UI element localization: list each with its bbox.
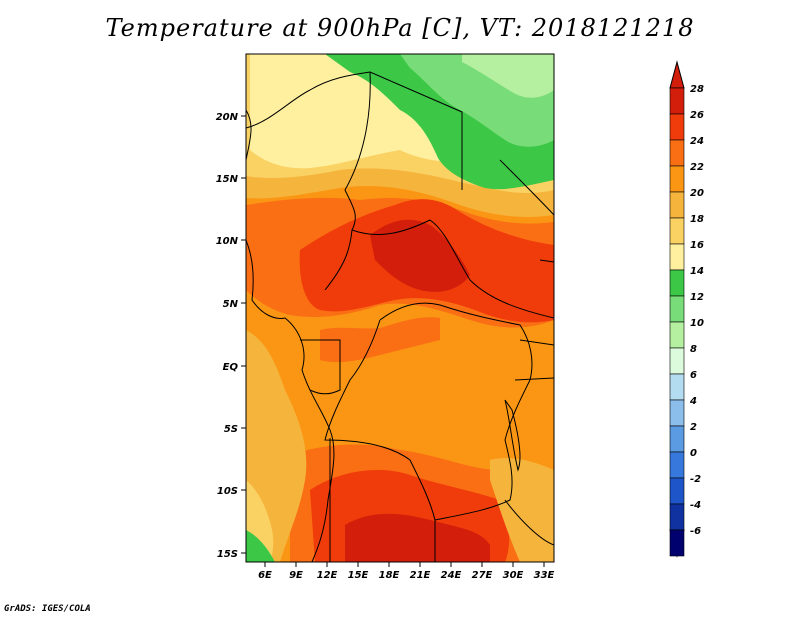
colorbar-label: 10 [690, 318, 704, 329]
field-veryhot-band [370, 219, 470, 292]
field-palegreen [462, 54, 554, 98]
border-drc-north [379, 302, 533, 381]
colorbar-swatch [669, 139, 685, 167]
lon-label-24e: 24E [441, 570, 462, 581]
colorbar-swatch [669, 425, 685, 453]
border-drc-east [434, 379, 531, 521]
lat-label-15n: 15N [216, 174, 239, 185]
lat-label-10n: 10N [216, 236, 239, 247]
colorbar-swatch [669, 529, 685, 557]
border-chad [324, 71, 371, 291]
colorbar-swatch [669, 295, 685, 323]
credit-text: GrADS: IGES/COLA [4, 604, 91, 614]
colorbar-swatch [669, 451, 685, 479]
lat-label-10s: 10S [217, 486, 238, 497]
lat-label-eq: EQ [223, 362, 239, 373]
lon-label-27e: 27E [472, 570, 493, 581]
colorbar-label: -2 [690, 474, 701, 485]
border-car [351, 219, 554, 319]
colorbar-label: 28 [690, 84, 704, 95]
colorbar-label: 26 [690, 110, 704, 121]
colorbar-swatch [669, 165, 685, 193]
border-sahel [246, 71, 463, 190]
colorbar-label: 14 [690, 266, 704, 277]
map-frame [245, 53, 555, 563]
lat-label-20n: 20N [216, 112, 239, 123]
map-title: Temperature at 900hPa [C], VT: 201812121… [105, 14, 695, 42]
lat-label-15s: 15S [217, 549, 238, 560]
lon-label-12e: 12E [317, 570, 338, 581]
colorbar-swatch [669, 477, 685, 505]
field-se-cool [490, 458, 554, 562]
colorbar-swatch [669, 503, 685, 531]
border-gabon [300, 339, 341, 395]
lon-label-9e: 9E [289, 570, 303, 581]
colorbar-label: -6 [690, 526, 701, 537]
colorbar-swatch [669, 373, 685, 401]
field-central-warm [320, 317, 440, 363]
colorbar-swatch [669, 113, 685, 141]
colorbar-label: 16 [690, 240, 704, 251]
lon-label-6e: 6E [258, 570, 272, 581]
border-west-coast [246, 109, 335, 562]
lon-label-30e: 30E [503, 570, 524, 581]
border-south [329, 438, 554, 562]
lat-label-5n: 5N [223, 299, 239, 310]
lat-label-5s: 5S [224, 424, 238, 435]
colorbar-swatch [669, 399, 685, 427]
colorbar-label: 22 [690, 162, 704, 173]
colorbar-top-arrow [669, 60, 685, 89]
colorbar-label: 2 [690, 422, 697, 433]
lat-axis: 20N 15N 10N 5N EQ 5S 10S 15S [216, 112, 246, 560]
colorbar-swatch [669, 243, 685, 271]
lake-tanganyika [504, 399, 521, 472]
colorbar-label: 0 [690, 448, 697, 459]
border-east [499, 159, 554, 381]
field-south-veryhot [345, 513, 490, 562]
colorbar-swatches [669, 87, 685, 557]
colorbar-swatch [669, 191, 685, 219]
colorbar-label: -4 [690, 500, 701, 511]
colorbar-swatch [669, 321, 685, 349]
colorbar-label: 24 [690, 136, 704, 147]
colorbar-label: 12 [690, 292, 704, 303]
colorbar-swatch [669, 217, 685, 245]
colorbar-label: 20 [690, 188, 704, 199]
field-sw-green [246, 530, 275, 562]
colorbar-label: 4 [689, 396, 697, 407]
lon-label-18e: 18E [379, 570, 400, 581]
colorbar-label: 6 [690, 370, 697, 381]
border-drc-west [324, 319, 436, 521]
lon-axis: 6E 9E 12E 15E 18E 21E 24E 27E 30E 33E [258, 562, 555, 581]
lon-label-21e: 21E [410, 570, 431, 581]
colorbar-swatch [669, 269, 685, 297]
colorbar-label: 18 [690, 214, 704, 225]
colorbar-label: 8 [690, 344, 697, 355]
colorbar-swatch [669, 87, 685, 115]
lon-label-15e: 15E [348, 570, 369, 581]
colorbar-swatch [669, 347, 685, 375]
country-borders [246, 71, 554, 562]
lon-label-33e: 33E [534, 570, 555, 581]
